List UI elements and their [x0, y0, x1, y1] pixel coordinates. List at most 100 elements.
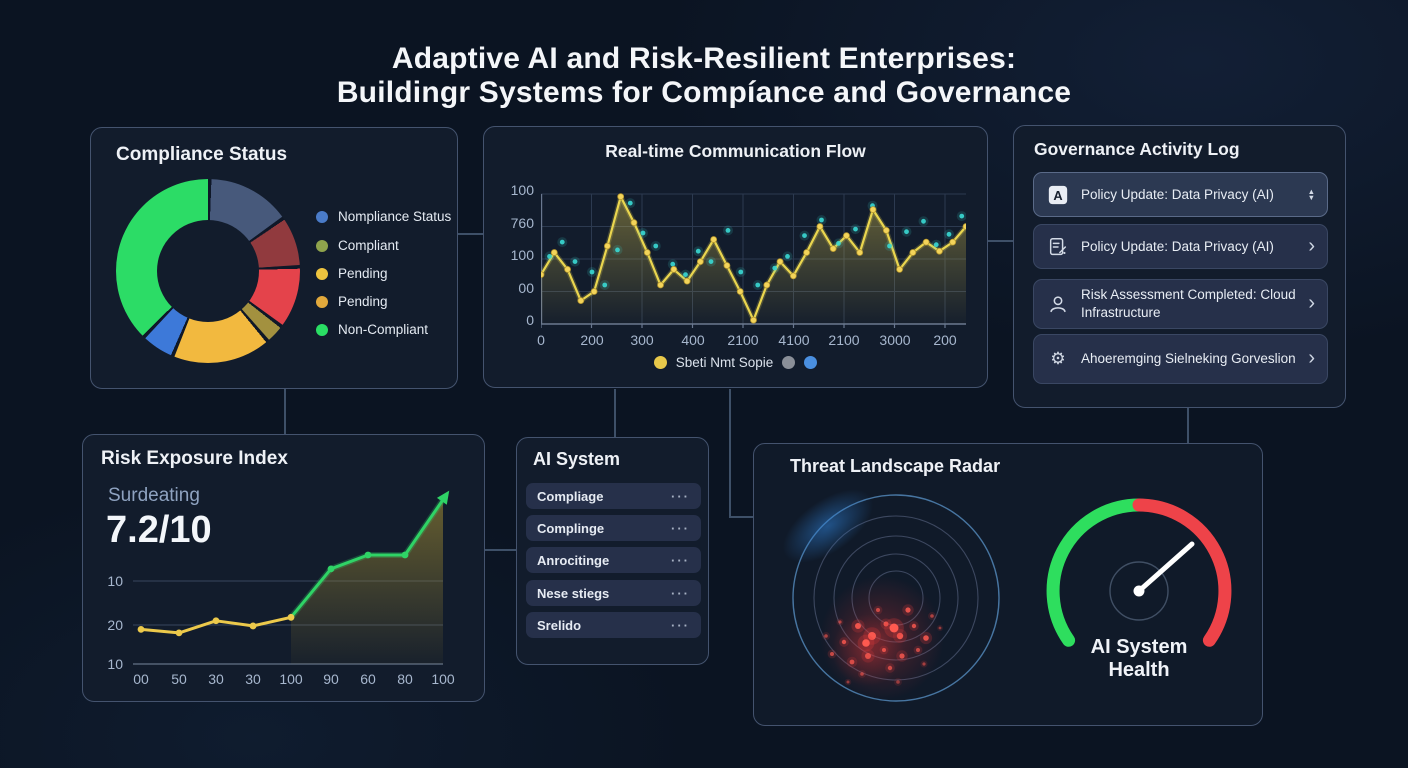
legend-item: Pending	[316, 266, 388, 281]
radar-panel: Threat Landscape Radar AI System Health	[753, 443, 1263, 726]
risk-score: 7.2/10	[106, 509, 212, 551]
legend-label: Pending	[338, 266, 388, 281]
sort-icon[interactable]: ▲ ▼	[1307, 186, 1315, 202]
legend-dot	[653, 356, 667, 369]
x-tick-label: 00	[133, 671, 149, 687]
governance-row-risk-assessment[interactable]: Risk Assessment Completed: Cloud Infrast…	[1033, 279, 1328, 329]
ai-system-row[interactable]: Anrocitinge ···	[526, 547, 701, 573]
legend-label: Pending	[338, 294, 388, 309]
ellipsis-menu-icon[interactable]: ···	[671, 488, 690, 504]
gauge-label-line2: Health	[1108, 659, 1170, 681]
compliance-title: Compliance Status	[116, 144, 288, 165]
legend-label: Non-Compliant	[338, 322, 429, 337]
chevron-right-icon[interactable]: ›	[1308, 347, 1315, 369]
governance-row-policy-update-1[interactable]: A Policy Update: Data Privacy (AI) ▲ ▼	[1033, 172, 1328, 217]
x-tick-label: 100	[279, 671, 303, 687]
x-tick-label: 30	[208, 671, 224, 687]
ai-system-row[interactable]: Compliage ···	[526, 483, 701, 509]
y-tick-label: 10	[107, 573, 123, 589]
ai-system-title: AI System	[533, 449, 621, 469]
x-tick-label: 50	[171, 671, 187, 687]
connector	[458, 233, 484, 235]
ellipsis-menu-icon[interactable]: ···	[671, 520, 690, 536]
ai-system-row[interactable]: Srelido ···	[526, 612, 701, 638]
x-tick-label: 3000	[879, 332, 911, 348]
gear-icon: ⚙	[1050, 349, 1066, 368]
ellipsis-menu-icon[interactable]: ···	[671, 617, 690, 633]
connector	[485, 549, 517, 551]
legend-dot	[316, 239, 328, 252]
x-tick-label: 4100	[778, 332, 810, 348]
x-tick-label: 90	[323, 671, 339, 687]
connector	[729, 516, 754, 518]
realtime-legend: Sbeti Nmt Sopie	[484, 355, 987, 370]
governance-row-governance-item[interactable]: ⚙ Ahoeremging Sielneking Gorveslion ›	[1033, 334, 1328, 384]
governance-title: Governance Activity Log	[1034, 139, 1240, 159]
realtime-panel: Real-time Communication Flow 100 760 100…	[483, 126, 988, 388]
radar-title: Threat Landscape Radar	[790, 456, 1001, 476]
ai-row-label: Nese stiegs	[537, 585, 610, 601]
ai-row-label: Complinge	[537, 520, 605, 536]
governance-row-label: Ahoeremging Sielneking Gorveslion	[1081, 351, 1296, 367]
legend-item: Compliant	[316, 238, 399, 253]
connector	[614, 389, 616, 438]
x-tick-label: 200	[580, 332, 604, 348]
governance-row-label: Risk Assessment Completed: Cloud Infrast…	[1081, 287, 1296, 320]
gauge-label-line1: AI System	[1090, 636, 1188, 658]
y-tick-label: 100	[510, 247, 534, 263]
x-tick-label: 2100	[727, 332, 759, 348]
ellipsis-menu-icon[interactable]: ···	[671, 585, 690, 601]
y-tick-label: 00	[518, 280, 534, 296]
governance-row-policy-update-2[interactable]: Policy Update: Data Privacy (AI) ›	[1033, 224, 1328, 269]
governance-row-label: Policy Update: Data Privacy (AI)	[1081, 186, 1274, 202]
chevron-right-icon[interactable]: ›	[1308, 292, 1315, 314]
x-tick-label: 2100	[828, 332, 860, 348]
connector	[1187, 408, 1189, 444]
x-tick-label: 30	[245, 671, 261, 687]
x-tick-label: 300	[630, 332, 654, 348]
x-tick-label: 80	[397, 671, 413, 687]
connector	[729, 389, 731, 518]
y-tick-label: 20	[107, 617, 123, 633]
ai-system-row[interactable]: Nese stiegs ···	[526, 580, 701, 606]
legend-item: Nompliance Status	[316, 209, 451, 224]
page-title-line2: Buildingr Systems for Compíance and Gove…	[336, 76, 1072, 109]
governance-panel: Governance Activity Log A Policy Update:…	[1013, 125, 1346, 408]
document-edit-icon	[1046, 235, 1070, 259]
chevron-right-icon[interactable]: ›	[1308, 234, 1315, 257]
risk-panel: Risk Exposure Index Surdeating 7.2/10 10…	[82, 434, 485, 702]
ellipsis-menu-icon[interactable]: ···	[671, 552, 690, 568]
governance-row-label: Policy Update: Data Privacy (AI)	[1081, 238, 1274, 254]
ai-health-gauge	[1046, 498, 1232, 647]
legend-label: Nompliance Status	[338, 209, 452, 224]
legend-dot	[782, 356, 796, 369]
realtime-title: Real-time Communication Flow	[605, 141, 866, 161]
ai-row-label: Srelido	[537, 617, 582, 633]
ai-row-label: Compliage	[537, 488, 604, 504]
risk-title: Risk Exposure Index	[101, 448, 288, 469]
legend-dot	[316, 267, 328, 280]
legend-dot	[316, 323, 328, 336]
legend-label: Compliant	[338, 238, 399, 253]
risk-line-chart	[133, 490, 450, 665]
legend-item: Non-Compliant	[316, 322, 428, 337]
x-tick-label: 60	[360, 671, 376, 687]
policy-a-icon: A	[1046, 183, 1070, 207]
compliance-panel: Compliance Status Nompliance Status Comp…	[90, 127, 458, 389]
gauge-label: AI System Health	[1059, 636, 1219, 682]
ai-system-row[interactable]: Complinge ···	[526, 515, 701, 541]
ai-system-panel: AI System Compliage ··· Complinge ··· An…	[516, 437, 709, 665]
y-tick-label: 100	[510, 182, 534, 198]
svg-text:A: A	[1053, 188, 1062, 203]
legend-dot	[804, 356, 818, 369]
legend-dot	[316, 210, 328, 223]
x-tick-label: 200	[933, 332, 957, 348]
page-title-line1: Adaptive AI and Risk-Resilient Enterpris…	[391, 42, 1017, 75]
legend-label: Sbeti Nmt Sopie	[675, 355, 774, 370]
x-tick-label: 400	[681, 332, 705, 348]
y-tick-label: 760	[510, 215, 534, 231]
connector	[284, 389, 286, 435]
y-tick-label: 0	[526, 312, 534, 328]
y-tick-label: 10	[107, 656, 123, 672]
